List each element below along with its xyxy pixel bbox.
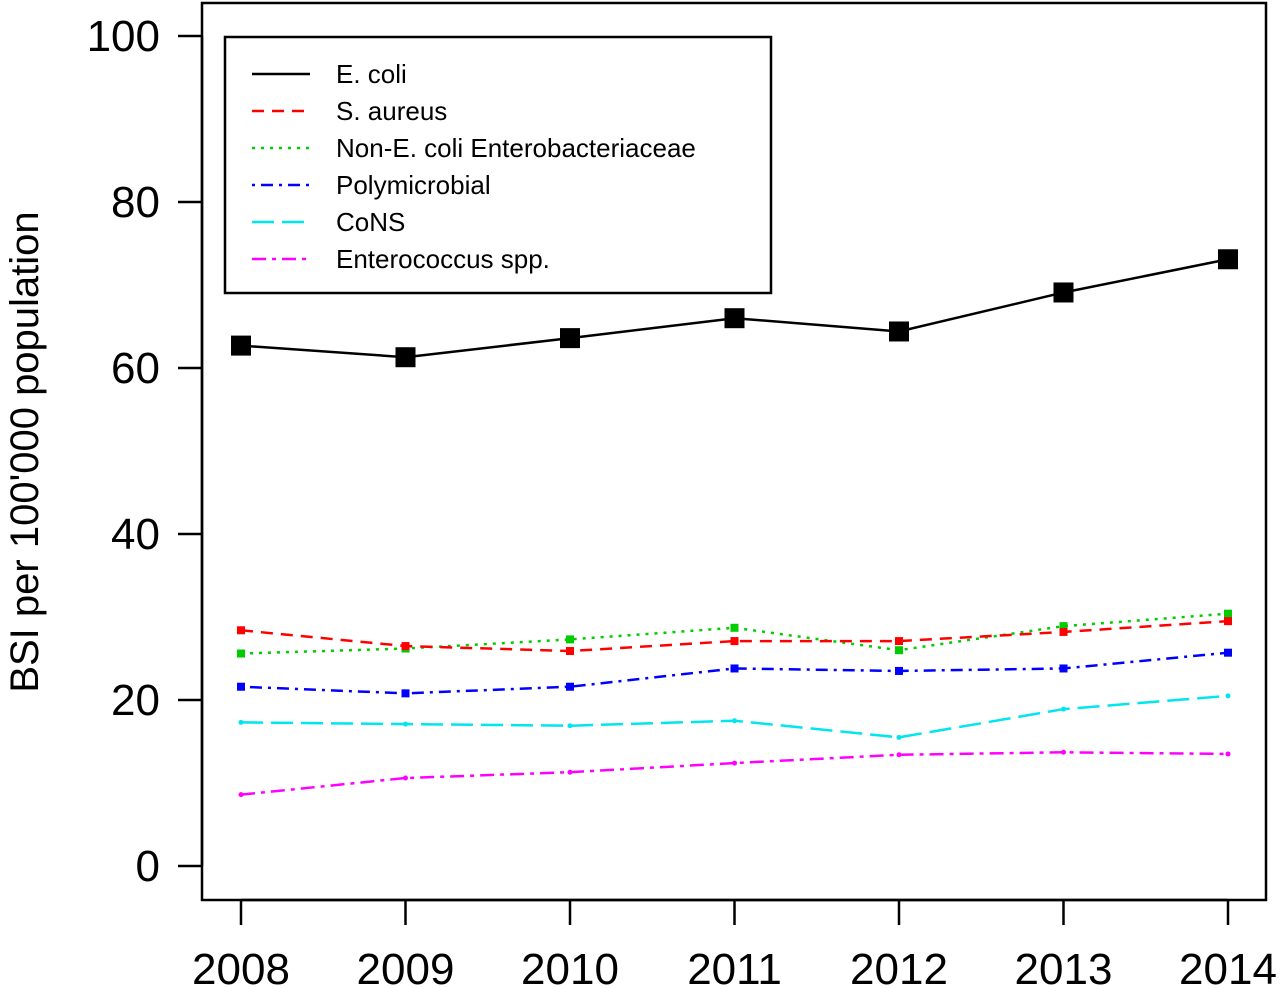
- data-point: [732, 760, 737, 766]
- data-point: [566, 647, 574, 656]
- legend-item: E. coli: [252, 59, 407, 89]
- data-point: [895, 646, 903, 655]
- legend-item: Enterococcus spp.: [252, 244, 550, 274]
- y-axis-title: BSI per 100'000 population: [3, 211, 47, 692]
- x-tick-label: 2014: [1179, 945, 1277, 988]
- data-point: [732, 718, 737, 724]
- series-polymicrobial: [237, 648, 1232, 698]
- series-enterococcus-spp: [238, 749, 1231, 798]
- data-point: [724, 308, 745, 329]
- legend: E. coli S. aureus Non-E. coli Enterobacter…: [223, 35, 773, 295]
- data-point: [231, 335, 251, 356]
- data-point: [1061, 749, 1066, 755]
- data-point: [401, 689, 410, 698]
- data-point: [895, 666, 903, 675]
- data-point: [560, 328, 580, 349]
- data-point: [566, 682, 574, 691]
- series-non-e-coli-enterobacteriaceae: [237, 609, 1232, 658]
- x-tick-label: 2010: [521, 945, 619, 988]
- series-line: [240, 651, 1229, 695]
- y-tick-label: 40: [111, 510, 160, 559]
- data-point: [237, 626, 245, 635]
- data-point: [896, 752, 902, 758]
- data-point: [896, 734, 902, 740]
- x-tick-label: 2013: [1015, 945, 1113, 988]
- series-layer: [231, 249, 1238, 798]
- data-point: [730, 664, 739, 673]
- data-point: [403, 721, 408, 727]
- legend-label: Non-E. coli Enterobacteriaceae: [336, 133, 696, 163]
- legend-item: CoNS: [252, 207, 405, 237]
- data-point: [1224, 617, 1232, 626]
- legend-item: Polymicrobial: [252, 170, 491, 200]
- y-tick-label: 80: [111, 178, 160, 227]
- y-tick-label: 60: [111, 344, 160, 393]
- data-point: [1218, 249, 1238, 270]
- series-line: [240, 612, 1229, 655]
- data-point: [567, 769, 573, 775]
- series-cons: [238, 693, 1231, 740]
- legend-item: Non-E. coli Enterobacteriaceae: [252, 133, 696, 163]
- data-point: [237, 682, 245, 691]
- data-point: [403, 775, 408, 781]
- legend-box: [223, 35, 773, 295]
- x-axis: 2008 2009 2010 2011 2012 2013 2014: [192, 898, 1277, 988]
- legend-label: S. aureus: [336, 96, 447, 126]
- data-point: [1059, 664, 1068, 673]
- data-point: [1059, 627, 1068, 636]
- y-axis: 0 20 40 60 80 100: [87, 12, 204, 891]
- data-point: [566, 635, 574, 644]
- data-point: [1061, 706, 1066, 712]
- x-tick-label: 2008: [192, 945, 290, 988]
- y-tick-label: 100: [87, 12, 160, 61]
- data-point: [730, 623, 739, 632]
- data-point: [889, 321, 909, 342]
- data-point: [237, 649, 245, 658]
- data-point: [730, 637, 739, 646]
- data-point: [401, 642, 410, 651]
- data-point: [238, 719, 244, 725]
- series-e-coli: [231, 249, 1238, 368]
- data-point: [1053, 282, 1074, 303]
- data-point: [1224, 609, 1232, 618]
- legend-label: Enterococcus spp.: [336, 244, 550, 274]
- data-point: [395, 347, 416, 368]
- series-s-aureus: [237, 617, 1232, 656]
- x-tick-label: 2009: [357, 945, 455, 988]
- data-point: [1059, 622, 1068, 631]
- series-line: [240, 751, 1229, 796]
- y-tick-label: 20: [111, 676, 160, 725]
- y-tick-label: 0: [136, 842, 160, 891]
- data-point: [238, 792, 244, 798]
- data-point: [1225, 751, 1231, 757]
- data-point: [1224, 648, 1232, 657]
- x-tick-label: 2012: [850, 945, 948, 988]
- x-tick-label: 2011: [687, 945, 782, 988]
- legend-label: E. coli: [336, 59, 407, 89]
- data-point: [567, 723, 573, 729]
- series-line: [240, 694, 1229, 739]
- legend-label: Polymicrobial: [336, 170, 491, 200]
- data-point: [1225, 693, 1231, 699]
- legend-label: CoNS: [336, 207, 405, 237]
- legend-item: S. aureus: [252, 96, 447, 126]
- data-point: [895, 637, 903, 646]
